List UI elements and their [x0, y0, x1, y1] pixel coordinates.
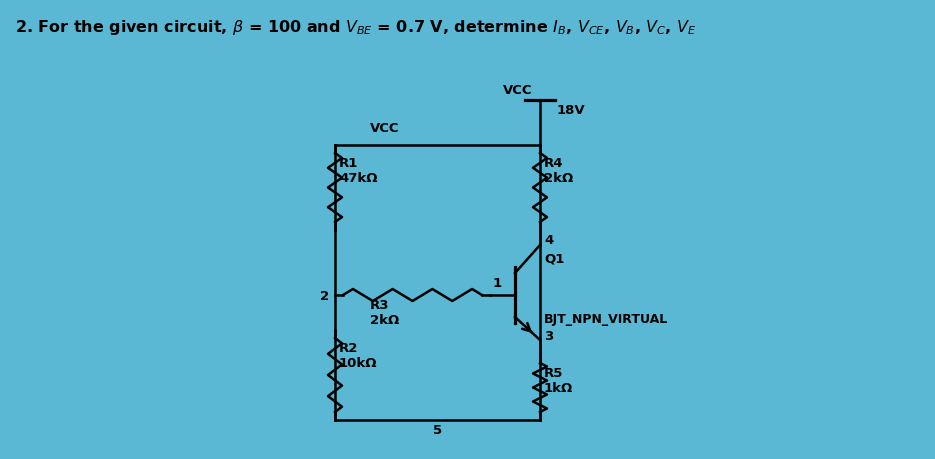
Text: 2: 2: [320, 290, 329, 303]
Text: 1: 1: [493, 277, 502, 290]
Text: 18V: 18V: [557, 104, 585, 117]
Text: 3: 3: [544, 330, 554, 343]
Text: R3
2kΩ: R3 2kΩ: [370, 299, 399, 327]
Text: 2. For the given circuit, $\beta$ = 100 and $V_{BE}$ = 0.7 V, determine $I_B$, $: 2. For the given circuit, $\beta$ = 100 …: [15, 18, 697, 37]
Text: 5: 5: [433, 424, 442, 437]
Text: R4
2kΩ: R4 2kΩ: [544, 157, 573, 185]
Text: VCC: VCC: [370, 122, 400, 135]
Text: 4: 4: [544, 234, 554, 247]
Text: R5
1kΩ: R5 1kΩ: [544, 367, 573, 395]
Text: VCC: VCC: [503, 84, 533, 97]
Text: BJT_NPN_VIRTUAL: BJT_NPN_VIRTUAL: [544, 313, 669, 326]
Text: R1
47kΩ: R1 47kΩ: [339, 157, 378, 185]
Text: Q1: Q1: [544, 252, 565, 265]
Text: R2
10kΩ: R2 10kΩ: [339, 342, 378, 370]
